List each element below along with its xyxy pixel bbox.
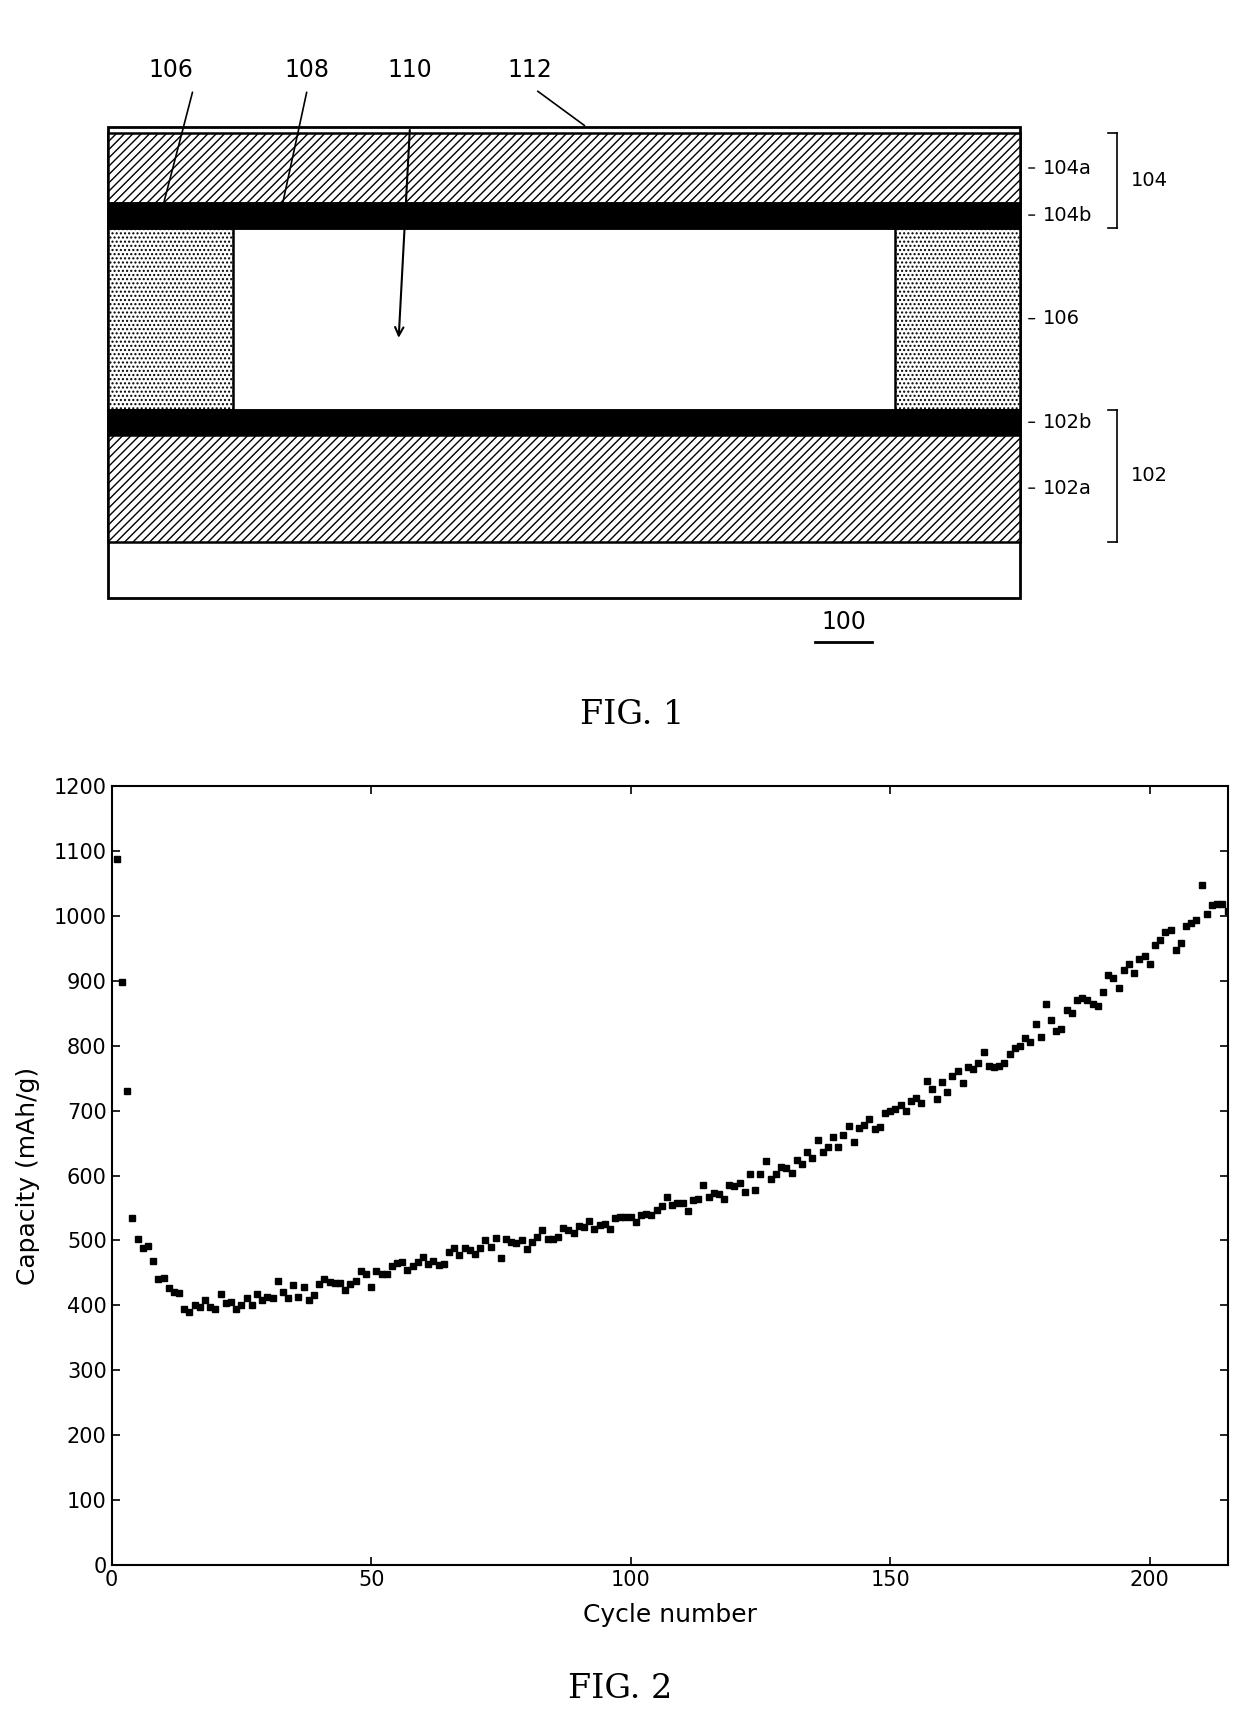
Text: 104b: 104b [1043, 206, 1092, 225]
Text: FIG. 1: FIG. 1 [580, 699, 684, 731]
Bar [108, 128, 1021, 598]
Text: 102b: 102b [1043, 413, 1092, 432]
Text: 100: 100 [821, 610, 866, 635]
Text: 102a: 102a [1043, 479, 1092, 498]
Y-axis label: Capacity (mAh/g): Capacity (mAh/g) [16, 1067, 40, 1285]
Text: 102: 102 [1131, 467, 1168, 486]
Text: 104: 104 [1131, 171, 1168, 190]
Text: 112: 112 [507, 59, 552, 81]
Bar [108, 228, 233, 410]
Bar [108, 434, 1021, 541]
Bar [108, 410, 1021, 434]
Bar [108, 133, 1021, 202]
Bar [895, 228, 1021, 410]
Text: 110: 110 [388, 59, 433, 81]
Bar [108, 202, 1021, 228]
Text: FIG. 2: FIG. 2 [568, 1674, 672, 1705]
Text: 106: 106 [148, 59, 192, 81]
Text: 104a: 104a [1043, 159, 1092, 178]
Text: 108: 108 [285, 59, 330, 81]
X-axis label: Cycle number: Cycle number [583, 1603, 756, 1627]
Text: 106: 106 [1043, 309, 1080, 329]
